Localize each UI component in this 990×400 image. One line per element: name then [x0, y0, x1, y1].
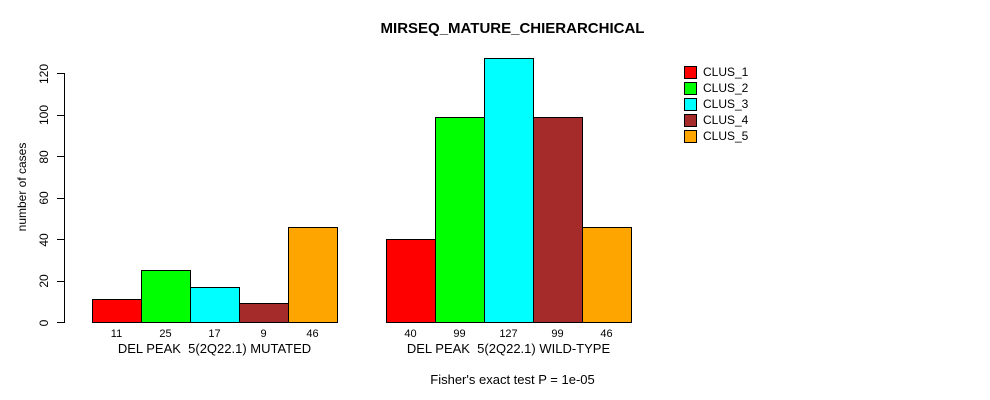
bar-value-label: 9	[260, 328, 267, 340]
y-tick	[57, 239, 64, 240]
bar-clus_2-group1[interactable]	[141, 270, 191, 323]
y-tick	[57, 114, 64, 116]
bar-clus_4-group2[interactable]	[533, 117, 583, 323]
bar-value-label: 127	[499, 328, 518, 340]
bar-value-label: 11	[110, 328, 123, 340]
bar-value-label: 46	[600, 328, 613, 340]
legend-label: CLUS_5	[703, 129, 749, 143]
y-tick-label: 120	[37, 63, 51, 84]
annotation-text: Fisher's exact test P = 1e-05	[430, 372, 595, 387]
bar-clus_2-group2[interactable]	[435, 117, 485, 323]
legend-swatch-clus_4	[684, 114, 697, 127]
bar-clus_5-group2[interactable]	[582, 227, 632, 323]
legend-label: CLUS_2	[703, 81, 749, 95]
bar-clus_1-group1[interactable]	[92, 299, 142, 323]
y-tick	[57, 322, 64, 323]
y-tick	[57, 280, 64, 282]
x-category-label: DEL PEAK 5(2Q22.1) WILD-TYPE	[406, 341, 611, 356]
y-tick-label: 80	[37, 149, 51, 164]
bar-clus_3-group2[interactable]	[484, 58, 534, 323]
bar-clus_1-group2[interactable]	[386, 239, 436, 323]
y-axis-line	[64, 73, 65, 323]
y-axis-label: number of cases	[15, 142, 29, 232]
y-tick-label: 0	[37, 319, 51, 326]
legend-label: CLUS_4	[703, 113, 749, 127]
legend-swatch-clus_2	[684, 82, 697, 95]
y-tick-label: 40	[37, 232, 51, 247]
legend-label: CLUS_1	[703, 65, 749, 79]
y-tick-label: 20	[37, 274, 51, 288]
bar-value-label: 25	[159, 328, 172, 340]
y-tick	[57, 73, 64, 74]
bar-clus_3-group1[interactable]	[190, 287, 240, 323]
x-category-label: DEL PEAK 5(2Q22.1) MUTATED	[117, 341, 312, 356]
bar-clus_5-group1[interactable]	[288, 227, 338, 323]
bar-value-label: 99	[453, 328, 466, 340]
y-tick-label: 100	[37, 104, 51, 126]
bar-value-label: 40	[404, 328, 417, 340]
legend-swatch-clus_1	[684, 66, 697, 79]
bar-value-label: 17	[208, 328, 221, 340]
y-tick-label: 60	[37, 191, 51, 205]
legend-swatch-clus_3	[684, 98, 697, 111]
legend-label: CLUS_3	[703, 97, 749, 111]
chart-title: MIRSEQ_MATURE_CHIERARCHICAL	[380, 20, 645, 37]
y-tick	[57, 197, 64, 199]
legend-swatch-clus_5	[684, 130, 697, 143]
y-tick	[57, 156, 64, 157]
bar-clus_4-group1[interactable]	[239, 303, 289, 323]
bar-value-label: 46	[306, 328, 319, 340]
bar-value-label: 99	[551, 328, 564, 340]
